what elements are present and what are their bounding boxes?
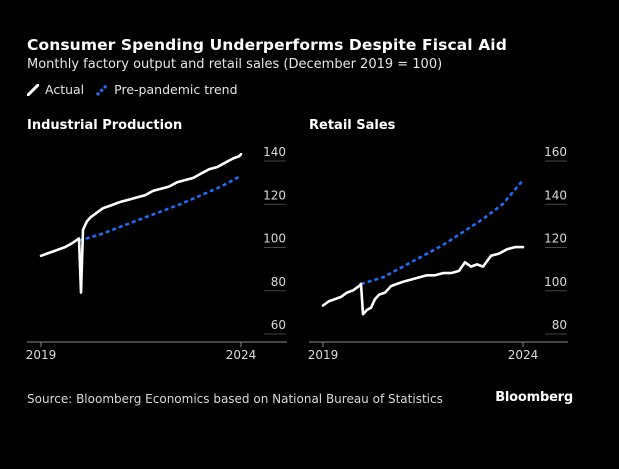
- x-tick-label-industrial-production-1: 2024: [226, 348, 257, 362]
- series-line-industrial-production-trend: [78, 174, 242, 242]
- y-tick-label-retail-sales-1: 100: [544, 275, 567, 289]
- x-tick-label-industrial-production-0: 2019: [26, 348, 57, 362]
- chart-subtitle: Monthly factory output and retail sales …: [27, 57, 443, 72]
- legend-label-trend: Pre-pandemic trend: [114, 82, 238, 97]
- series-line-retail-sales-actual: [321, 245, 525, 316]
- y-tick-label-industrial-production-2: 100: [263, 232, 286, 246]
- legend: Actual Pre-pandemic trend: [27, 82, 250, 97]
- y-tick-label-industrial-production-1: 80: [271, 275, 286, 289]
- y-tick-label-retail-sales-2: 120: [544, 232, 567, 246]
- x-tick-label-retail-sales-0: 2019: [308, 348, 339, 362]
- y-tick-label-retail-sales-4: 160: [544, 145, 567, 159]
- series-line-retail-sales-trend: [360, 179, 524, 286]
- source-note: Source: Bloomberg Economics based on Nat…: [27, 392, 443, 406]
- legend-item-actual: Actual: [27, 82, 84, 97]
- y-tick-label-retail-sales-3: 140: [544, 188, 567, 202]
- panel-title-retail-sales: Retail Sales: [309, 118, 396, 133]
- y-tick-label-retail-sales-0: 80: [552, 318, 567, 332]
- chart-title: Consumer Spending Underperforms Despite …: [27, 36, 507, 54]
- series-line-industrial-production-actual: [39, 152, 243, 294]
- legend-label-actual: Actual: [45, 82, 85, 97]
- legend-swatch-trend: [96, 83, 109, 96]
- brand-logo: Bloomberg: [495, 390, 573, 405]
- y-tick-label-industrial-production-0: 60: [271, 318, 286, 332]
- x-tick-label-retail-sales-1: 2024: [508, 348, 539, 362]
- legend-swatch-actual: [27, 83, 39, 96]
- y-tick-label-industrial-production-4: 140: [263, 145, 286, 159]
- legend-item-trend: Pre-pandemic trend: [96, 82, 238, 97]
- panel-title-industrial-production: Industrial Production: [27, 118, 183, 133]
- y-tick-label-industrial-production-3: 120: [263, 188, 286, 202]
